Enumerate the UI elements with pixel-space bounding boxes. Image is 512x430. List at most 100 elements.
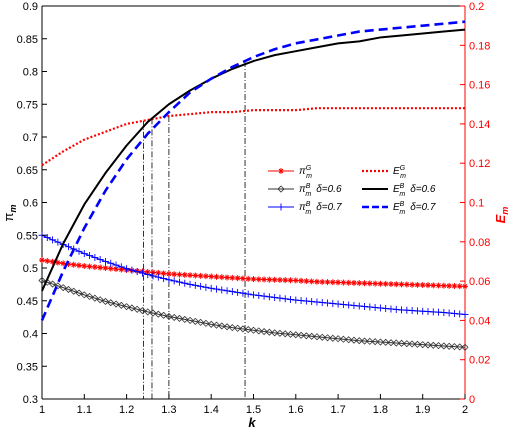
series-point-piB07 bbox=[376, 304, 384, 312]
series-point-piG bbox=[266, 276, 273, 283]
x-tick-label: 1.5 bbox=[246, 404, 261, 416]
series-point-piB06 bbox=[276, 329, 284, 337]
series-point-piB07 bbox=[371, 303, 379, 311]
series-point-piB07 bbox=[117, 263, 125, 271]
series-point-piG bbox=[393, 281, 400, 288]
left-tick-label: 0.4 bbox=[23, 329, 38, 341]
series-point-piG bbox=[345, 279, 352, 286]
series-point-piB06 bbox=[70, 287, 78, 295]
series-point-piB06 bbox=[212, 321, 221, 329]
series-point-piB06 bbox=[429, 341, 437, 349]
x-tick-label: 2 bbox=[462, 404, 468, 416]
series-point-piB07 bbox=[43, 234, 51, 242]
series-point-piB06 bbox=[186, 316, 194, 324]
series-point-piB06 bbox=[292, 331, 300, 339]
series-point-piG bbox=[319, 278, 326, 285]
series-point-piB06 bbox=[117, 301, 125, 309]
series-point-piB06 bbox=[440, 342, 448, 350]
series-point-piB06 bbox=[382, 338, 390, 346]
right-tick-label: 0.14 bbox=[469, 119, 490, 131]
x-axis-label: k bbox=[248, 415, 256, 430]
legend-sup: B bbox=[400, 201, 405, 208]
series-point-piB07 bbox=[138, 269, 146, 277]
series-point-piB06 bbox=[397, 339, 406, 347]
series-point-piB06 bbox=[181, 315, 189, 323]
series-point-piB06 bbox=[313, 333, 321, 341]
series-point-piB07 bbox=[287, 295, 295, 303]
series-point-piG bbox=[292, 277, 299, 284]
series-point-piG bbox=[76, 262, 83, 269]
x-tick-label: 1.4 bbox=[204, 404, 219, 416]
series-point-piG bbox=[208, 273, 215, 280]
series-point-piG bbox=[287, 277, 294, 284]
series-point-piG bbox=[409, 281, 416, 288]
series-line-piB07 bbox=[41, 234, 466, 315]
legend-label-EB07: EB m δ=0.7 bbox=[393, 201, 436, 216]
series-point-piG bbox=[308, 278, 315, 285]
series-point-piB07 bbox=[250, 291, 257, 299]
series-point-piB06 bbox=[86, 292, 94, 301]
series-point-piB07 bbox=[154, 273, 162, 281]
series-point-piG bbox=[335, 279, 342, 286]
legend-delta: δ=0.7 bbox=[410, 202, 436, 213]
x-tick-label: 1 bbox=[39, 404, 45, 416]
legend-marker-piB07 bbox=[277, 203, 285, 211]
series-line-piB06 bbox=[41, 279, 466, 348]
left-tick-label: 0.5 bbox=[23, 263, 38, 275]
series-point-piB06 bbox=[107, 299, 115, 307]
right-axis-label-main: E bbox=[493, 214, 508, 223]
series-point-piG bbox=[340, 279, 347, 286]
series-point-piG bbox=[70, 261, 77, 268]
series-point-piG bbox=[324, 279, 331, 286]
series-point-piB06 bbox=[91, 294, 99, 302]
series-point-piB06 bbox=[260, 327, 268, 336]
legend-sub: m bbox=[399, 209, 405, 216]
series-point-piG bbox=[313, 278, 320, 285]
series-point-piB07 bbox=[207, 284, 215, 292]
legend-sub: m bbox=[305, 209, 311, 216]
series-point-piB07 bbox=[440, 309, 448, 317]
series-point-piB06 bbox=[302, 332, 310, 340]
left-tick-label: 0.55 bbox=[17, 230, 38, 242]
series-point-piB07 bbox=[255, 292, 263, 300]
series-point-piG bbox=[366, 280, 373, 287]
legend-sup: B bbox=[306, 201, 311, 208]
x-tick-label: 1.3 bbox=[161, 404, 176, 416]
series-point-piB06 bbox=[350, 336, 358, 344]
series-point-piB06 bbox=[355, 337, 363, 345]
series-point-piB07 bbox=[149, 272, 157, 280]
series-point-piB06 bbox=[165, 312, 173, 321]
series-point-piG bbox=[276, 276, 283, 283]
series-point-piB06 bbox=[413, 340, 421, 348]
series-point-piG bbox=[239, 275, 246, 282]
series-point-piB06 bbox=[434, 342, 443, 350]
left-axis-ticks: 0.3 0.35 0.4 0.45 0.5 0.55 0.6 0.65 0.7 0.75 0.8 0.… bbox=[17, 1, 47, 406]
series-point-piB07 bbox=[186, 280, 194, 288]
legend-sub: m bbox=[400, 173, 406, 180]
legend-marker-piG bbox=[278, 168, 284, 174]
series-point-piG bbox=[224, 274, 231, 281]
series-point-piB06 bbox=[424, 341, 432, 349]
series-point-piG bbox=[187, 272, 194, 279]
x-tick-label: 1.2 bbox=[119, 404, 134, 416]
series-point-piB07 bbox=[86, 252, 94, 260]
series-point-piB07 bbox=[49, 236, 57, 244]
reference-lines bbox=[143, 61, 246, 399]
legend-sup: B bbox=[400, 183, 405, 190]
series-point-piG bbox=[171, 271, 178, 278]
series-point-piB06 bbox=[360, 337, 369, 345]
series-point-piB06 bbox=[376, 338, 384, 346]
left-tick-label: 0.45 bbox=[17, 296, 38, 308]
series-point-piG bbox=[234, 275, 241, 282]
series-point-piG bbox=[372, 280, 379, 287]
series-point-piG bbox=[102, 265, 109, 271]
left-tick-label: 0.7 bbox=[23, 132, 38, 144]
series-point-piB06 bbox=[228, 324, 236, 332]
series-point-piB07 bbox=[197, 282, 205, 290]
series-point-piB06 bbox=[265, 328, 273, 336]
series-point-piG bbox=[435, 282, 442, 289]
series-point-piG bbox=[176, 271, 183, 278]
legend-label-EG: EG m bbox=[393, 165, 406, 180]
left-tick-label: 0.65 bbox=[17, 165, 38, 177]
